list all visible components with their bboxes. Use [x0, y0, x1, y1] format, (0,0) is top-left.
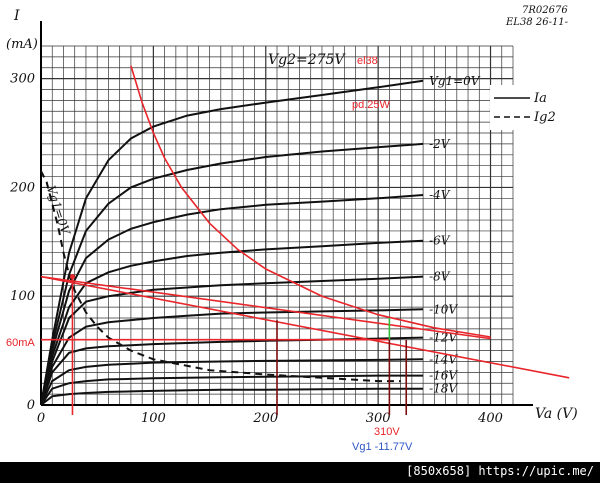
x-tick-label: 100 — [141, 411, 166, 426]
ia-curve — [40, 194, 424, 406]
x-tick-label: 0 — [37, 411, 45, 426]
annotation-overlay — [40, 65, 570, 415]
annotation-el38: el38 — [357, 55, 378, 67]
y-axis-label-symbol: I — [13, 8, 20, 24]
curve-label: Vg1=0V — [429, 74, 481, 88]
vg2-label: Vg2=275V — [268, 52, 346, 68]
ia-curve — [40, 374, 424, 406]
legend-ia-label: Ia — [533, 91, 547, 106]
load-line — [40, 275, 570, 379]
ia-curve — [40, 239, 424, 406]
y-tick-label: 300 — [10, 72, 35, 87]
y-tick-label: 200 — [9, 180, 35, 195]
y-tick-label: 0 — [27, 398, 35, 413]
y-axis-label-unit: (mA) — [6, 37, 38, 52]
curve-label: -2V — [429, 137, 451, 151]
annotation-60mA: 60mA — [6, 337, 35, 349]
curve-label: -12V — [429, 331, 458, 345]
annotation-310V: 310V — [374, 426, 400, 438]
ia-curve — [40, 79, 424, 406]
curve-label: -10V — [429, 302, 458, 316]
ia-curve — [40, 142, 424, 406]
operating-point — [69, 274, 75, 280]
curve-label: -16V — [429, 369, 458, 383]
y-tick-label: 100 — [10, 289, 35, 304]
curve-label: -18V — [429, 382, 458, 396]
curve-label: -8V — [429, 270, 451, 284]
ia-curve — [40, 387, 424, 406]
footer-bar: [850x658] https://upic.me/ — [0, 462, 600, 483]
curve-label: -6V — [429, 234, 451, 248]
ia-curve — [40, 308, 424, 406]
doc-code: 7R02676 — [522, 5, 568, 16]
annotation-vg1: Vg1 -11.77V — [352, 441, 413, 453]
x-tick-label: 300 — [366, 411, 391, 426]
ia-curve — [40, 275, 424, 406]
legend-box — [490, 85, 560, 130]
x-tick-label: 400 — [477, 411, 503, 426]
load-line-2 — [40, 275, 491, 340]
ia-curve — [40, 358, 424, 406]
annotation-pd: pd.25W — [352, 99, 391, 111]
doc-ref: EL38 26-11- — [505, 17, 569, 28]
footer-text: [850x658] https://upic.me/ — [406, 464, 594, 478]
legend-ig2-label: Ig2 — [533, 110, 556, 125]
axes: 0 100 200 300 400 0 100 200 300 — [9, 21, 533, 426]
series-group: Vg1=0V-2V-4V-6V-8V-10V-12V-14V-16V-18VVg… — [40, 74, 481, 406]
x-axis-label: Va (V) — [535, 406, 578, 422]
ig2-curve — [40, 170, 401, 383]
grid — [41, 45, 514, 405]
x-tick-label: 200 — [252, 411, 278, 426]
curve-label: -4V — [429, 188, 451, 202]
power-hyperbola — [130, 65, 491, 338]
